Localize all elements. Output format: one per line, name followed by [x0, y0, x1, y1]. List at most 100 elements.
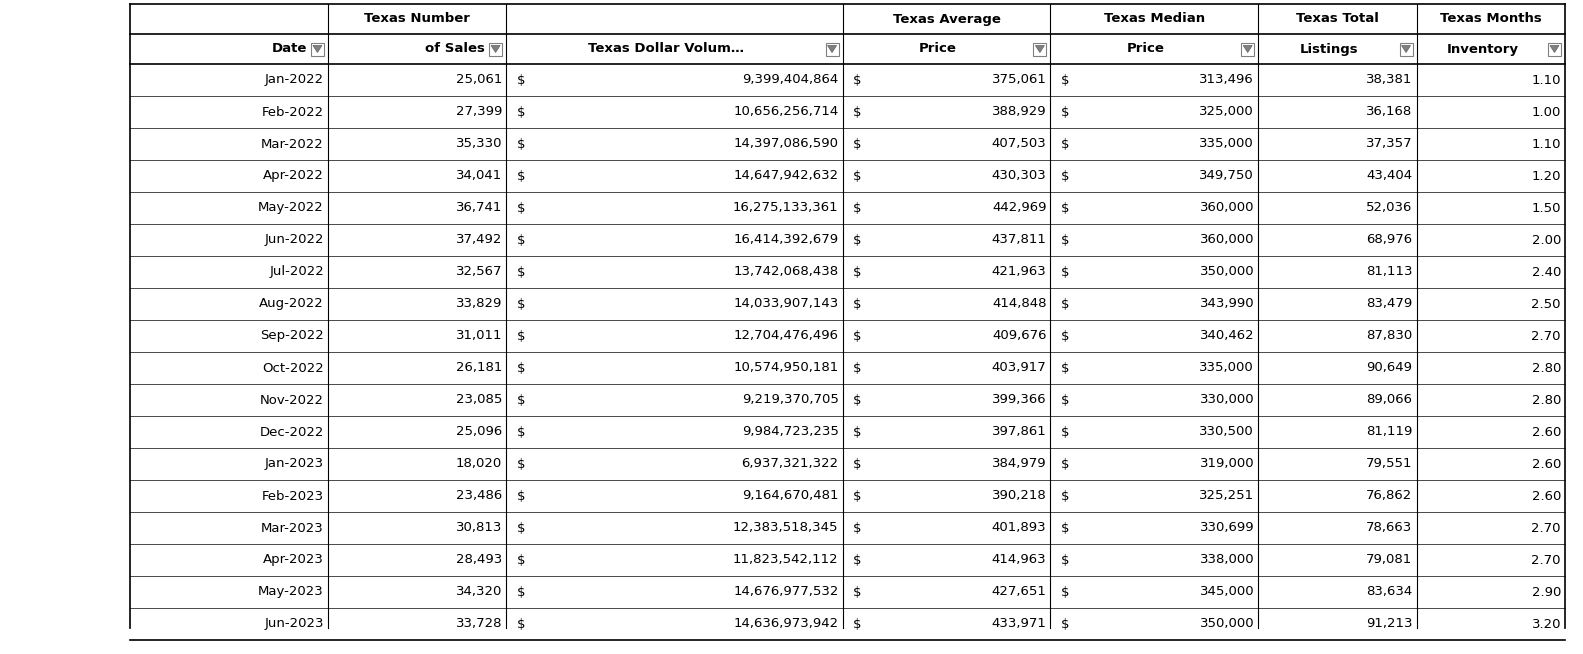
Text: $: $	[516, 521, 526, 534]
Text: 330,500: 330,500	[1200, 426, 1254, 438]
Text: $: $	[853, 553, 861, 566]
Text: $: $	[853, 201, 861, 215]
Text: $: $	[853, 233, 861, 247]
Text: $: $	[516, 266, 526, 279]
Bar	[1034, 43, 1046, 56]
Text: $: $	[516, 233, 526, 247]
Text: Apr-2022: Apr-2022	[263, 169, 325, 182]
Text: 34,320: 34,320	[456, 585, 502, 598]
Text: 433,971: 433,971	[991, 617, 1046, 630]
Text: 79,081: 79,081	[1366, 553, 1412, 566]
Text: $: $	[853, 169, 861, 182]
Polygon shape	[828, 46, 836, 52]
Text: $: $	[853, 394, 861, 407]
Text: 81,119: 81,119	[1366, 426, 1412, 438]
Text: 340,462: 340,462	[1200, 330, 1254, 343]
Bar	[1548, 43, 1561, 56]
Text: Inventory: Inventory	[1447, 43, 1518, 56]
Text: $: $	[1061, 521, 1070, 534]
Text: 1.50: 1.50	[1531, 201, 1561, 215]
Text: May-2022: May-2022	[258, 201, 325, 215]
Text: 25,096: 25,096	[456, 426, 502, 438]
Text: $: $	[1061, 489, 1070, 502]
Polygon shape	[1401, 46, 1410, 52]
Text: $: $	[516, 458, 526, 470]
Text: Oct-2022: Oct-2022	[263, 362, 325, 375]
Text: $: $	[516, 298, 526, 311]
Text: $: $	[1061, 330, 1070, 343]
Bar	[1241, 43, 1254, 56]
Text: 401,893: 401,893	[993, 521, 1046, 534]
Text: Jan-2023: Jan-2023	[264, 458, 325, 470]
Text: 32,567: 32,567	[456, 266, 502, 279]
Text: 350,000: 350,000	[1200, 266, 1254, 279]
Text: 16,414,392,679: 16,414,392,679	[733, 233, 839, 247]
Text: 407,503: 407,503	[991, 137, 1046, 150]
Text: Price: Price	[1127, 43, 1165, 56]
Text: $: $	[516, 73, 526, 86]
Text: Date: Date	[272, 43, 307, 56]
Text: 16,275,133,361: 16,275,133,361	[733, 201, 839, 215]
Text: Aug-2022: Aug-2022	[260, 298, 325, 311]
Text: $: $	[853, 426, 861, 438]
Text: $: $	[516, 489, 526, 502]
Text: Texas Total: Texas Total	[1296, 12, 1379, 26]
Text: 14,647,942,632: 14,647,942,632	[733, 169, 839, 182]
Text: 81,113: 81,113	[1366, 266, 1412, 279]
Text: 414,963: 414,963	[993, 553, 1046, 566]
Text: Texas Months: Texas Months	[1441, 12, 1542, 26]
Text: 335,000: 335,000	[1200, 137, 1254, 150]
Text: Feb-2022: Feb-2022	[261, 105, 325, 118]
Text: 37,357: 37,357	[1366, 137, 1412, 150]
Text: 31,011: 31,011	[456, 330, 502, 343]
Text: 1.10: 1.10	[1531, 73, 1561, 86]
Text: 52,036: 52,036	[1366, 201, 1412, 215]
Text: 43,404: 43,404	[1366, 169, 1412, 182]
Text: 14,033,907,143: 14,033,907,143	[733, 298, 839, 311]
Text: May-2023: May-2023	[258, 585, 325, 598]
Text: Texas Average: Texas Average	[893, 12, 1000, 26]
Text: 10,656,256,714: 10,656,256,714	[733, 105, 839, 118]
Text: 325,251: 325,251	[1198, 489, 1254, 502]
Text: $: $	[853, 458, 861, 470]
Bar	[1399, 43, 1412, 56]
Text: 2.70: 2.70	[1531, 330, 1561, 343]
Text: Texas Median: Texas Median	[1103, 12, 1205, 26]
Text: 83,634: 83,634	[1366, 585, 1412, 598]
Text: 34,041: 34,041	[456, 169, 502, 182]
Text: $: $	[1061, 362, 1070, 375]
Polygon shape	[313, 46, 321, 52]
Text: 345,000: 345,000	[1200, 585, 1254, 598]
Polygon shape	[1035, 46, 1045, 52]
Text: 330,000: 330,000	[1200, 394, 1254, 407]
Text: 1.00: 1.00	[1532, 105, 1561, 118]
Text: 25,061: 25,061	[456, 73, 502, 86]
Text: Texas Dollar Volum…: Texas Dollar Volum…	[587, 43, 744, 56]
Text: 9,984,723,235: 9,984,723,235	[742, 426, 839, 438]
Text: 421,963: 421,963	[991, 266, 1046, 279]
Text: Jan-2022: Jan-2022	[264, 73, 325, 86]
Text: Mar-2022: Mar-2022	[261, 137, 325, 150]
Text: $: $	[1061, 73, 1070, 86]
Text: $: $	[516, 362, 526, 375]
Text: $: $	[1061, 105, 1070, 118]
Text: $: $	[853, 585, 861, 598]
Text: 91,213: 91,213	[1366, 617, 1412, 630]
Text: 2.80: 2.80	[1532, 394, 1561, 407]
Text: $: $	[853, 362, 861, 375]
Text: $: $	[1061, 233, 1070, 247]
Text: Apr-2023: Apr-2023	[263, 553, 325, 566]
Text: 27,399: 27,399	[456, 105, 502, 118]
Text: 79,551: 79,551	[1366, 458, 1412, 470]
Text: 13,742,068,438: 13,742,068,438	[733, 266, 839, 279]
Text: $: $	[853, 489, 861, 502]
Text: 343,990: 343,990	[1200, 298, 1254, 311]
Text: 35,330: 35,330	[456, 137, 502, 150]
Text: 76,862: 76,862	[1366, 489, 1412, 502]
Text: 427,651: 427,651	[991, 585, 1046, 598]
Text: 2.40: 2.40	[1532, 266, 1561, 279]
Text: 23,486: 23,486	[456, 489, 502, 502]
Text: Dec-2022: Dec-2022	[260, 426, 325, 438]
Polygon shape	[491, 46, 500, 52]
Text: 409,676: 409,676	[993, 330, 1046, 343]
